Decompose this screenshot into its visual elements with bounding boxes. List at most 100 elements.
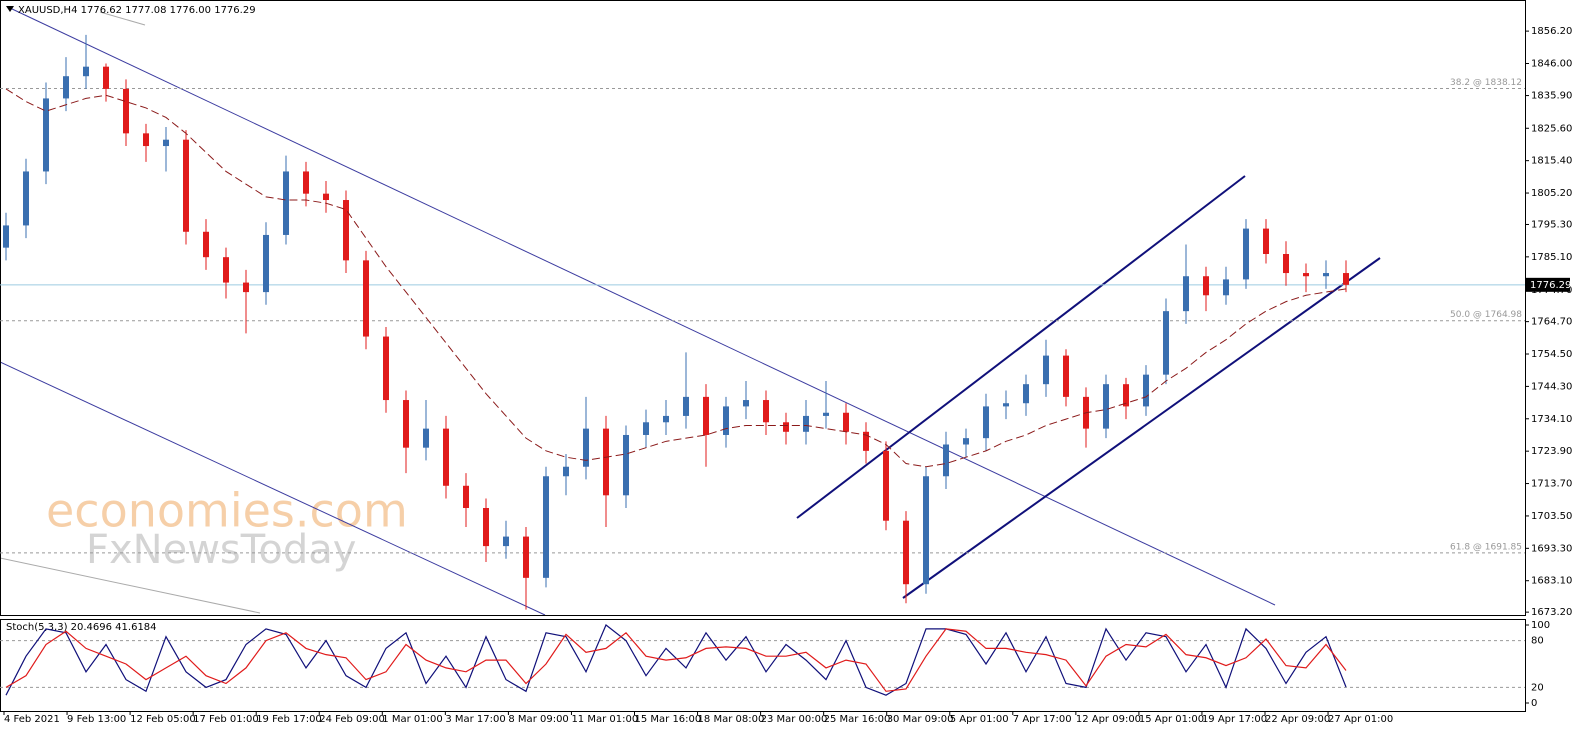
candle-body (623, 434, 629, 496)
x-tick-label: 18 Mar 08:00 (698, 714, 765, 725)
x-tick-label: 19 Apr 17:00 (1202, 714, 1267, 725)
candle-body (1003, 403, 1009, 407)
candle-body (983, 406, 989, 439)
candle-body (1343, 273, 1349, 285)
candle-body (583, 428, 589, 467)
candle-body (63, 76, 69, 99)
candle-body (363, 260, 369, 337)
candle-body (963, 438, 969, 445)
y-tick-label: 1856.20 (1531, 26, 1572, 37)
x-tick-label: 12 Feb 05:00 (130, 714, 196, 725)
candle-body (1103, 384, 1109, 429)
candle-body (563, 466, 569, 477)
trend-line (0, 361, 546, 616)
candle-body (1243, 228, 1249, 280)
x-tick-label: 23 Mar 00:00 (761, 714, 828, 725)
candle-body (843, 412, 849, 432)
x-tick-label: 12 Apr 09:00 (1076, 714, 1141, 725)
x-tick-label: 7 Apr 17:00 (1013, 714, 1072, 725)
x-tick-label: 30 Mar 09:00 (887, 714, 954, 725)
x-tick-label: 25 Mar 16:00 (824, 714, 891, 725)
candle-body (23, 171, 29, 226)
candle-body (743, 400, 749, 407)
candle-body (1123, 384, 1129, 407)
channel-line (796, 175, 1246, 519)
candle-body (703, 396, 709, 435)
candle-body (723, 406, 729, 435)
candle-body (1023, 384, 1029, 404)
candle-body (1303, 273, 1309, 277)
y-tick-label: 1713.70 (1531, 479, 1572, 490)
candle-body (323, 193, 329, 201)
candle-body (863, 431, 869, 451)
candle-body (163, 139, 169, 147)
candle-body (943, 444, 949, 477)
x-tick-label: 9 Feb 13:00 (67, 714, 126, 725)
x-tick-label: 15 Apr 01:00 (1139, 714, 1204, 725)
x-tick-label: 17 Feb 01:00 (193, 714, 259, 725)
candle-body (503, 536, 509, 547)
header: XAUUSD,H4 1776.62 1777.08 1776.00 1776.2… (18, 5, 256, 16)
trend-line (0, 557, 261, 614)
candle-body (123, 88, 129, 134)
candle-body (203, 231, 209, 258)
candle-body (1223, 279, 1229, 296)
y-tick-label: 1703.50 (1531, 511, 1572, 522)
y-tick-label: 1723.90 (1531, 446, 1572, 457)
trend-line (99, 11, 146, 26)
candle-body (483, 508, 489, 547)
channel-line (902, 257, 1381, 599)
candle-body (243, 282, 249, 293)
x-tick-label: 27 Apr 01:00 (1328, 714, 1393, 725)
candle-body (43, 98, 49, 172)
x-tick-label: 24 Feb 09:00 (319, 714, 385, 725)
candle-body (223, 257, 229, 283)
y-tick-label: 100 (1531, 620, 1550, 631)
x-tick-label: 11 Mar 01:00 (571, 714, 638, 725)
y-tick-label: 1785.10 (1531, 252, 1572, 263)
y-tick-label: 1754.50 (1531, 349, 1572, 360)
x-tick-label: 3 Mar 17:00 (445, 714, 505, 725)
candle-body (343, 200, 349, 261)
y-tick-label: 80 (1531, 636, 1544, 647)
candle-body (823, 412, 829, 416)
y-tick-label: 1835.90 (1531, 91, 1572, 102)
candle-body (283, 171, 289, 235)
header-icon (6, 6, 14, 12)
candle-body (143, 133, 149, 147)
candle-body (923, 476, 929, 585)
candle-body (603, 428, 609, 496)
y-tick-label: 1734.10 (1531, 414, 1572, 425)
candle-body (1063, 355, 1069, 397)
candle-body (903, 520, 909, 585)
y-tick-label: 20 (1531, 682, 1544, 693)
candle-body (263, 234, 269, 293)
candle-body (523, 536, 529, 578)
fib-label: 38.2 @ 1838.12 (1450, 78, 1522, 88)
candle-body (783, 422, 789, 432)
y-tick-label: 1846.00 (1531, 59, 1572, 70)
candle-body (1263, 228, 1269, 255)
candle-body (303, 171, 309, 194)
candle-body (443, 428, 449, 486)
x-tick-label: 5 Apr 01:00 (950, 714, 1009, 725)
x-tick-label: 22 Apr 09:00 (1265, 714, 1330, 725)
candle-body (803, 415, 809, 432)
candle-body (1043, 355, 1049, 385)
stoch-line (5, 628, 1347, 692)
candle-body (663, 415, 669, 423)
stoch-line (5, 624, 1347, 696)
candle-body (83, 66, 89, 77)
y-tick-label: 1815.40 (1531, 156, 1572, 167)
candle-body (403, 400, 409, 448)
fib-label: 50.0 @ 1764.98 (1450, 310, 1522, 320)
candle-body (683, 396, 689, 416)
candle-body (643, 422, 649, 435)
moving-average (5, 88, 1347, 468)
main-frame (0, 0, 1526, 616)
y-tick-label: 1683.10 (1531, 576, 1572, 587)
y-tick-label: 1673.20 (1531, 607, 1572, 618)
x-tick-label: 15 Mar 16:00 (635, 714, 702, 725)
